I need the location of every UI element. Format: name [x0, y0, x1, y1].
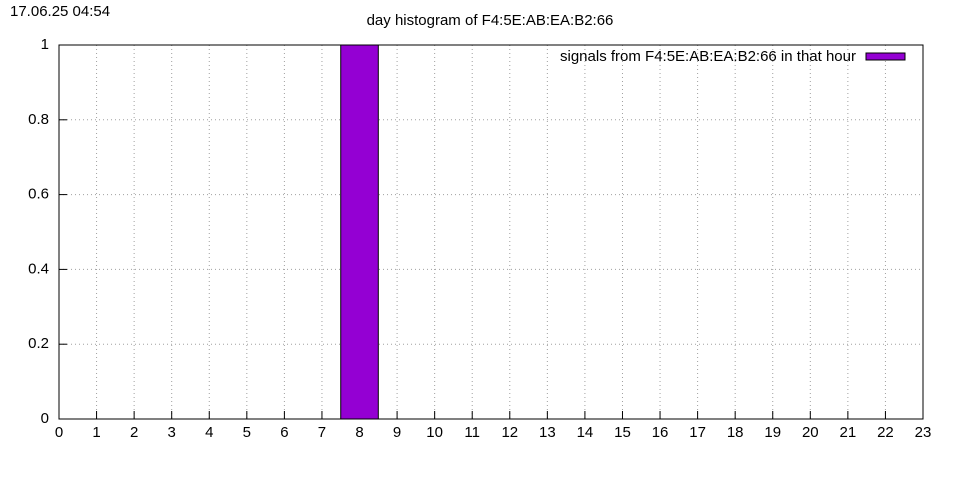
legend-label: signals from F4:5E:AB:EA:B2:66 in that h…: [560, 48, 856, 65]
x-tick-label: 21: [840, 424, 857, 441]
x-tick-label: 7: [318, 424, 326, 441]
y-tick-label: 0.2: [28, 335, 49, 352]
x-tick-label: 15: [614, 424, 631, 441]
x-tick-label: 23: [915, 424, 932, 441]
x-tick-label: 3: [168, 424, 176, 441]
x-tick-label: 12: [501, 424, 518, 441]
legend-swatch: [865, 52, 906, 61]
y-tick-label: 1: [41, 36, 49, 53]
x-tick-label: 14: [577, 424, 594, 441]
chart-title: day histogram of F4:5E:AB:EA:B2:66: [367, 12, 614, 29]
x-tick-label: 4: [205, 424, 213, 441]
x-tick-label: 17: [689, 424, 706, 441]
x-tick-label: 20: [802, 424, 819, 441]
x-tick-label: 9: [393, 424, 401, 441]
plot-border: [58, 44, 924, 420]
x-tick-label: 0: [55, 424, 63, 441]
x-tick-label: 13: [539, 424, 556, 441]
y-tick-label: 0.4: [28, 260, 49, 277]
x-tick-label: 19: [764, 424, 781, 441]
y-tick-label: 0.6: [28, 186, 49, 203]
x-tick-label: 1: [92, 424, 100, 441]
y-tick-label: 0: [41, 410, 49, 427]
x-tick-label: 11: [464, 424, 480, 441]
x-tick-label: 6: [280, 424, 288, 441]
y-tick-label: 0.8: [28, 111, 49, 128]
x-tick-label: 8: [355, 424, 363, 441]
x-tick-label: 22: [877, 424, 894, 441]
timestamp: 17.06.25 04:54: [10, 3, 110, 20]
x-tick-label: 18: [727, 424, 744, 441]
x-tick-label: 16: [652, 424, 669, 441]
x-tick-label: 2: [130, 424, 138, 441]
x-tick-label: 10: [426, 424, 443, 441]
bar: [340, 44, 379, 420]
x-tick-label: 5: [243, 424, 251, 441]
